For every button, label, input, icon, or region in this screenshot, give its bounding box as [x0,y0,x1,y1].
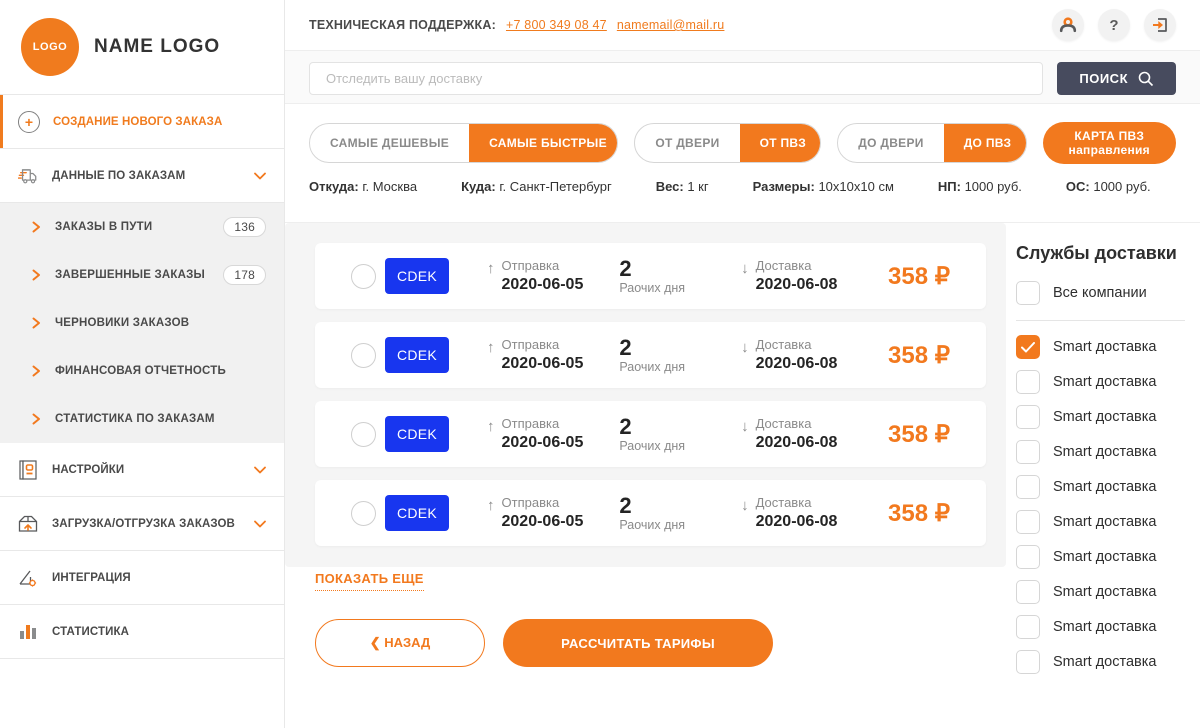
svg-text:?: ? [1109,17,1118,34]
